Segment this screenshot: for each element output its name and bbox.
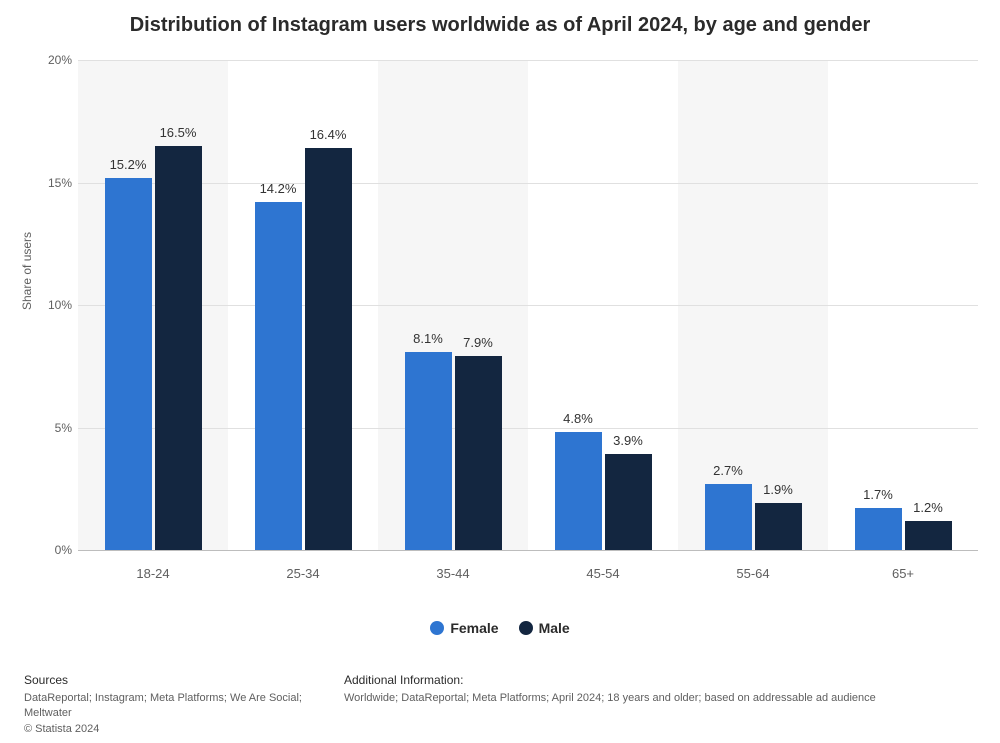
footer-additional: Additional Information: Worldwide; DataR… bbox=[344, 672, 984, 706]
bar bbox=[305, 148, 352, 550]
bar bbox=[855, 508, 902, 550]
bar bbox=[905, 521, 952, 550]
bar bbox=[405, 352, 452, 550]
x-axis-baseline bbox=[78, 550, 978, 551]
bar-value-label: 16.5% bbox=[148, 125, 208, 140]
legend-label: Male bbox=[539, 620, 570, 636]
additional-text: Worldwide; DataReportal; Meta Platforms;… bbox=[344, 691, 984, 706]
additional-heading: Additional Information: bbox=[344, 672, 984, 689]
gridline bbox=[78, 428, 978, 429]
gridline bbox=[78, 183, 978, 184]
sources-heading: Sources bbox=[24, 672, 324, 689]
legend-item: Male bbox=[519, 620, 570, 636]
sources-text: DataReportal; Instagram; Meta Platforms;… bbox=[24, 691, 324, 722]
y-axis-label: Share of users bbox=[20, 232, 34, 310]
legend-label: Female bbox=[450, 620, 498, 636]
bar bbox=[555, 432, 602, 550]
bar-value-label: 2.7% bbox=[698, 463, 758, 478]
bar-value-label: 14.2% bbox=[248, 181, 308, 196]
bar bbox=[155, 146, 202, 550]
bar-value-label: 4.8% bbox=[548, 411, 608, 426]
bar-value-label: 15.2% bbox=[98, 157, 158, 172]
legend-dot-icon bbox=[430, 621, 444, 635]
x-tick-label: 55-64 bbox=[736, 566, 769, 581]
x-tick-label: 25-34 bbox=[286, 566, 319, 581]
y-tick-label: 20% bbox=[48, 53, 72, 67]
bar bbox=[755, 503, 802, 550]
bar-value-label: 1.9% bbox=[748, 482, 808, 497]
bar bbox=[255, 202, 302, 550]
chart-title: Distribution of Instagram users worldwid… bbox=[0, 14, 1000, 37]
x-tick-label: 18-24 bbox=[136, 566, 169, 581]
y-tick-label: 0% bbox=[55, 543, 72, 557]
x-tick-label: 45-54 bbox=[586, 566, 619, 581]
gridline bbox=[78, 305, 978, 306]
legend: Female Male bbox=[0, 620, 1000, 640]
gridline bbox=[78, 60, 978, 61]
plot-area: 0%5%10%15%20%15.2%16.5%18-2414.2%16.4%25… bbox=[78, 60, 978, 550]
bar bbox=[605, 454, 652, 550]
x-tick-label: 35-44 bbox=[436, 566, 469, 581]
bar bbox=[455, 356, 502, 550]
bar-value-label: 7.9% bbox=[448, 335, 508, 350]
bar-value-label: 1.2% bbox=[898, 500, 958, 515]
footer-sources: Sources DataReportal; Instagram; Meta Pl… bbox=[24, 672, 324, 737]
bar bbox=[705, 484, 752, 550]
legend-item: Female bbox=[430, 620, 498, 636]
x-tick-label: 65+ bbox=[892, 566, 914, 581]
bar bbox=[105, 178, 152, 550]
bar-value-label: 3.9% bbox=[598, 433, 658, 448]
legend-dot-icon bbox=[519, 621, 533, 635]
y-tick-label: 5% bbox=[55, 421, 72, 435]
y-tick-label: 15% bbox=[48, 176, 72, 190]
y-tick-label: 10% bbox=[48, 298, 72, 312]
chart-container: Distribution of Instagram users worldwid… bbox=[0, 0, 1000, 743]
copyright-text: © Statista 2024 bbox=[24, 722, 324, 737]
bar-value-label: 16.4% bbox=[298, 127, 358, 142]
